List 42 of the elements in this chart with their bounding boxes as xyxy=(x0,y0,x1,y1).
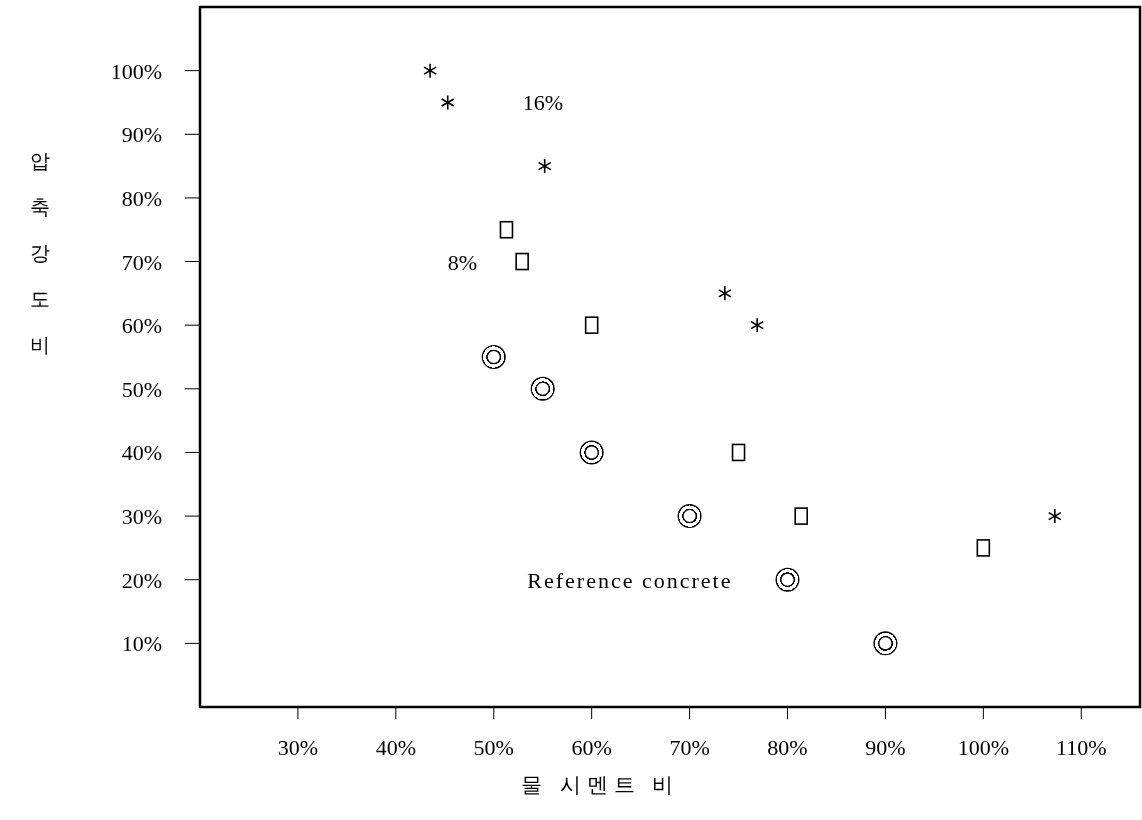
point xyxy=(677,504,702,529)
x-tick-label: 80% xyxy=(767,735,808,760)
text: 16% xyxy=(522,90,564,116)
y-tick-label: 50% xyxy=(121,376,162,402)
point xyxy=(717,285,732,302)
x-tick-label: 30% xyxy=(277,735,319,760)
x-tick-label: 50% xyxy=(473,735,514,760)
y-tick-label: 80% xyxy=(121,185,162,211)
point xyxy=(537,158,552,174)
x-tick-label: 100% xyxy=(957,735,1009,760)
point xyxy=(579,440,604,465)
x-tick-label: 40% xyxy=(375,735,416,760)
point xyxy=(775,567,800,592)
series-label: 8% xyxy=(447,249,478,275)
x-tick-label: 70% xyxy=(669,735,710,760)
point xyxy=(440,94,455,111)
y-tick-label: 40% xyxy=(121,440,162,466)
point xyxy=(499,220,514,239)
point xyxy=(794,507,809,525)
point xyxy=(423,62,437,79)
y-tick-label: 20% xyxy=(121,567,162,593)
text: Reference concrete xyxy=(527,567,733,593)
point xyxy=(731,443,746,462)
y-tick-label: 30% xyxy=(121,504,162,530)
x-tick-label: 90% xyxy=(865,735,906,760)
x-axis-title: 물 시멘트 비 xyxy=(521,773,679,797)
point xyxy=(750,317,765,333)
point xyxy=(976,539,991,557)
x-tick-label: 60% xyxy=(571,735,612,760)
y-tick-label: 10% xyxy=(121,631,162,657)
x-tick-label: 110% xyxy=(1055,735,1107,760)
point xyxy=(873,631,898,656)
point xyxy=(530,376,555,401)
y-tick-label: 100% xyxy=(110,58,162,84)
point xyxy=(515,252,529,271)
point xyxy=(1047,508,1062,524)
y-tick-label: 70% xyxy=(121,249,162,275)
point xyxy=(584,316,599,334)
text: 압축강도비 xyxy=(30,150,50,356)
y-tick-label: 90% xyxy=(121,122,162,148)
point xyxy=(481,345,506,369)
y-tick-label: 60% xyxy=(121,313,162,339)
